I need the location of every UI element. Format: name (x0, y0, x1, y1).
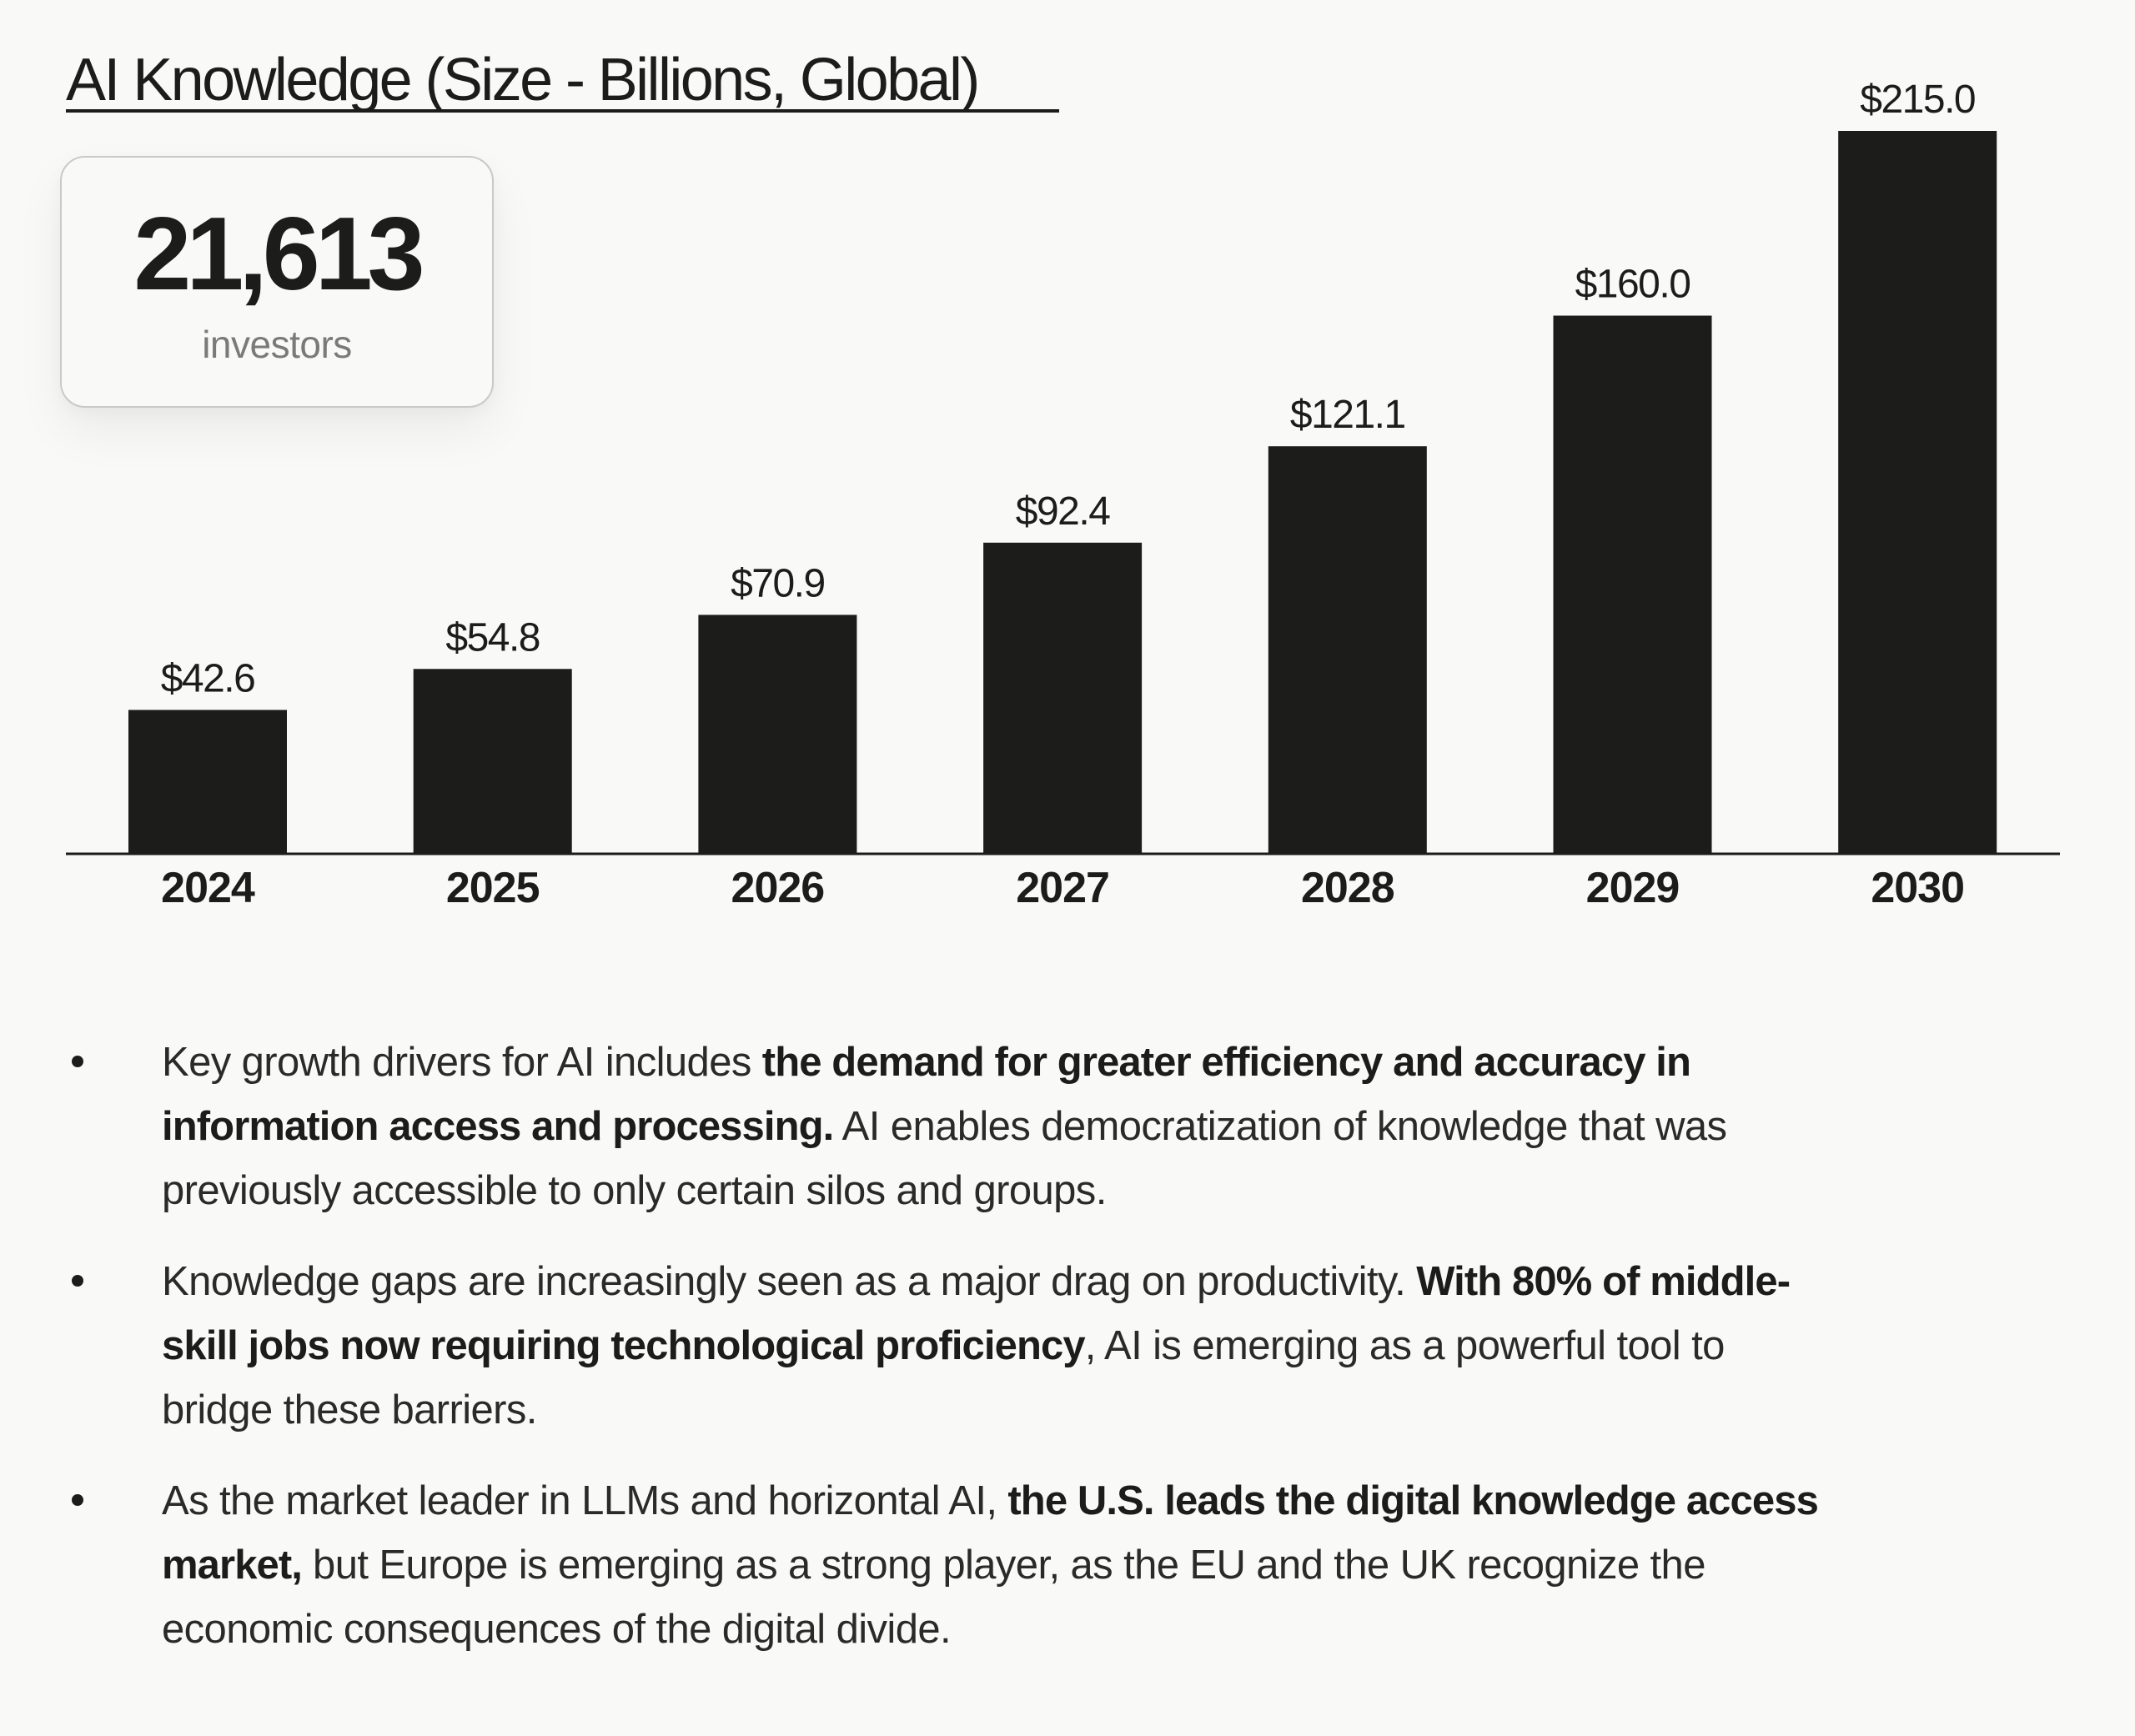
bullet-text-line: market, but Europe is emerging as a stro… (162, 1540, 1705, 1590)
bullet-text-line: economic consequences of the digital div… (162, 1604, 952, 1654)
text: Key growth drivers for AI includes (162, 1040, 762, 1085)
bold-text: With 80% of middle- (1416, 1259, 1791, 1304)
title-underline (66, 109, 1059, 113)
bar-value-label: $42.6 (161, 656, 255, 700)
x-tick-label: 2029 (1586, 864, 1680, 912)
bar-value-label: $54.8 (445, 615, 540, 660)
bullet-dot-icon (72, 1056, 83, 1067)
bar-value-label: $121.1 (1290, 393, 1405, 437)
x-tick-label: 2024 (161, 864, 255, 912)
text: , AI is emerging as a powerful tool to (1084, 1323, 1726, 1368)
text: As the market leader in LLMs and horizon… (162, 1478, 1008, 1523)
text: but Europe is emerging as a strong playe… (302, 1543, 1705, 1588)
x-tick-label: 2027 (1016, 864, 1109, 912)
text: AI enables democratization of knowledge … (833, 1104, 1727, 1149)
chart-title: AI Knowledge (Size - Billions, Global) (66, 47, 980, 113)
text: economic consequences of the digital div… (162, 1607, 952, 1652)
bar-value-label: $70.9 (731, 561, 825, 605)
bar-2027 (983, 542, 1143, 853)
bold-text: the demand for greater efficiency and ac… (761, 1040, 1691, 1085)
x-tick-label: 2025 (446, 864, 540, 912)
bar-2029 (1553, 315, 1712, 853)
text: Knowledge gaps are increasingly seen as … (162, 1259, 1417, 1304)
bar-2026 (698, 615, 857, 853)
bar-value-label: $160.0 (1575, 263, 1690, 307)
bullet-text-line: previously accessible to only certain si… (162, 1166, 1107, 1216)
bar-2028 (1268, 446, 1427, 853)
x-tick-label: 2028 (1301, 864, 1394, 912)
investor-count-value: 21,613 (133, 197, 424, 312)
bullet-text-line: bridge these barriers. (162, 1385, 537, 1435)
bar-2030 (1838, 131, 1997, 853)
bold-text: skill jobs now requiring technological p… (162, 1323, 1086, 1368)
bullet-text-line: information access and processing. AI en… (162, 1101, 1727, 1151)
bullet-dot-icon (72, 1275, 83, 1287)
bold-text: the U.S. leads the digital knowledge acc… (1007, 1478, 1818, 1523)
bar-chart: $42.6 2024 $54.8 2025 $70.9 2026 $92.4 2027 $121… (66, 78, 2060, 912)
bar-2024 (128, 710, 287, 853)
bar-2025 (413, 669, 572, 853)
bullet-text-line: Key growth drivers for AI includes the d… (162, 1037, 1691, 1087)
bar-value-label: $92.4 (1016, 489, 1110, 534)
x-tick-label: 2026 (731, 864, 825, 912)
bold-text: information access and processing. (162, 1104, 834, 1149)
bullet-dot-icon (72, 1494, 83, 1506)
investor-count-card: 21,613 investors (60, 156, 494, 408)
bullet-text-line: Knowledge gaps are increasingly seen as … (162, 1257, 1791, 1307)
bullet-text-line: As the market leader in LLMs and horizon… (162, 1476, 1819, 1526)
bold-text: market, (162, 1543, 303, 1588)
text: bridge these barriers. (162, 1387, 537, 1432)
bullet-text-line: skill jobs now requiring technological p… (162, 1321, 1725, 1371)
bar-value-label: $215.0 (1860, 78, 1975, 122)
investor-count-label: investors (202, 323, 352, 366)
text: previously accessible to only certain si… (162, 1168, 1107, 1213)
x-tick-label: 2030 (1871, 864, 1964, 912)
